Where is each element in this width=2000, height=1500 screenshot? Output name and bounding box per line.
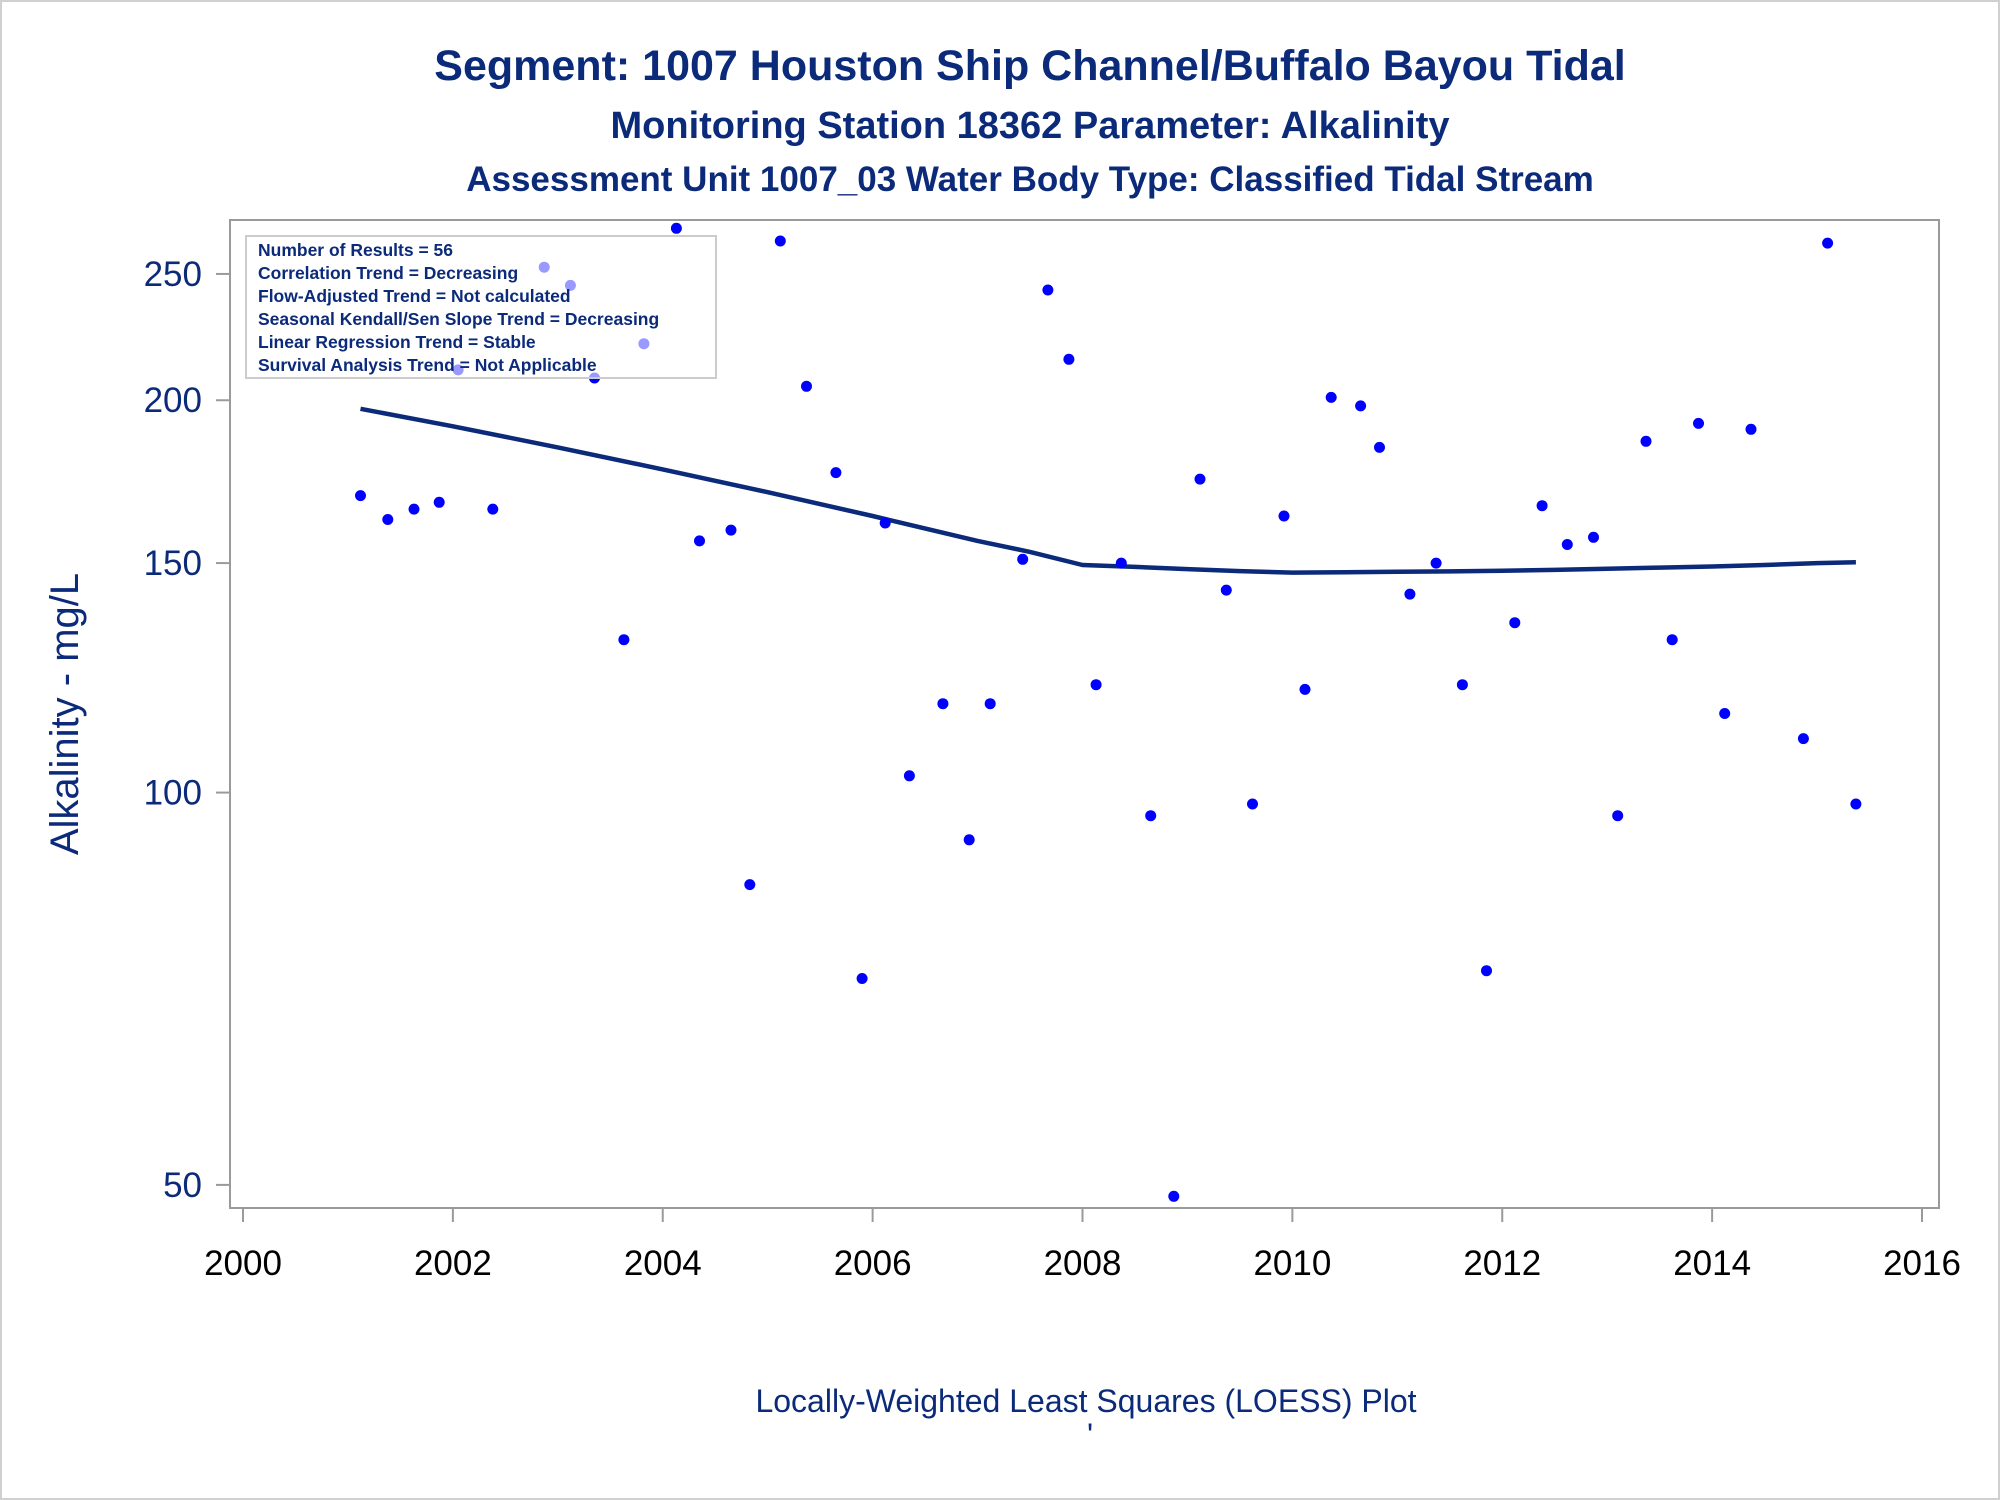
stats-box-border [245,235,717,379]
footnote-mark: ' [1087,1417,1093,1453]
stats-line-correlation: Correlation Trend = Decreasing [258,263,518,283]
data-point [1355,400,1367,412]
x-tick-label: 2010 [1253,1244,1331,1283]
y-axis: 50 100 150 200 250 [144,255,230,1205]
data-point [1145,810,1157,822]
y-tick-label: 250 [144,255,202,294]
chart-subtitle-2: Assessment Unit 1007_03 Water Body Type:… [466,160,1594,199]
footnote: Locally-Weighted Least Squares (LOESS) P… [755,1383,1416,1419]
x-tick-label: 2016 [1883,1244,1961,1283]
data-point [1063,353,1075,365]
data-point [1640,435,1652,447]
y-tick-label: 150 [144,544,202,583]
loess-line [360,406,1856,575]
data-point [433,496,445,508]
data-point [774,235,786,247]
data-point [937,698,949,710]
data-point [1430,557,1442,569]
data-point [355,490,366,502]
data-point [1220,584,1232,596]
data-point [1325,391,1337,403]
y-tick-label: 200 [144,381,202,420]
stats-line-flow-adjusted: Flow-Adjusted Trend = Not calculated [258,286,571,306]
data-point [903,770,915,782]
data-point [1719,708,1731,719]
data-point [487,503,499,515]
data-point [856,973,868,984]
data-point [618,634,630,646]
data-point [1374,441,1385,453]
data-point [670,222,682,234]
data-point [879,517,891,529]
data-point [408,503,420,515]
data-point [1017,553,1029,565]
stats-line-results: Number of Results = 56 [258,240,453,260]
data-point [1509,617,1521,629]
data-point [801,380,812,392]
data-point [1612,810,1624,822]
x-axis: 2000 2002 2004 2006 2008 2010 2012 2014 2016 [204,1208,1961,1283]
y-tick-label: 100 [144,774,202,813]
data-point [1850,798,1862,810]
data-point [1822,237,1834,249]
data-point [1456,679,1468,691]
y-axis-label: Alkalinity - mg/L [43,573,87,855]
data-point [744,879,756,891]
data-point [725,524,737,536]
chart-subtitle: Monitoring Station 18362 Parameter: Alka… [610,105,1449,147]
data-point [1042,284,1054,296]
x-tick-label: 2004 [624,1244,702,1283]
data-point [830,467,842,479]
data-point [694,535,705,547]
data-point [1247,798,1258,810]
data-point [1194,473,1206,485]
data-point [1561,539,1573,550]
y-tick-label: 50 [163,1166,202,1205]
data-point [1090,679,1102,691]
data-point [1797,733,1809,745]
data-point [1115,557,1127,569]
stats-line-survival: Survival Analysis Trend = Not Applicable [258,355,597,375]
data-point [1299,683,1311,695]
stats-line-linear-regression: Linear Regression Trend = Stable [258,332,536,352]
data-point [1536,500,1548,512]
x-tick-label: 2014 [1673,1244,1751,1283]
data-point [1278,510,1290,522]
x-tick-label: 2008 [1044,1244,1122,1283]
loess-layer [360,406,1856,575]
x-tick-label: 2012 [1463,1244,1541,1283]
data-point [1666,634,1678,646]
data-point [1588,531,1599,543]
stats-line-seasonal-kendall: Seasonal Kendall/Sen Slope Trend = Decre… [258,309,659,329]
stats-box: Number of Results = 56 Correlation Trend… [245,235,717,379]
data-point [984,698,996,710]
data-point [1404,588,1416,600]
chart-title: Segment: 1007 Houston Ship Channel/Buffa… [434,42,1625,90]
data-point [1693,417,1704,429]
data-point [1745,423,1757,435]
x-tick-label: 2000 [204,1244,282,1283]
plot-area [229,219,1940,1209]
data-point [963,834,975,846]
data-point [1481,965,1492,977]
x-tick-label: 2006 [834,1244,912,1283]
data-point [1168,1190,1180,1202]
data-point [382,514,394,525]
x-tick-label: 2002 [414,1244,492,1283]
